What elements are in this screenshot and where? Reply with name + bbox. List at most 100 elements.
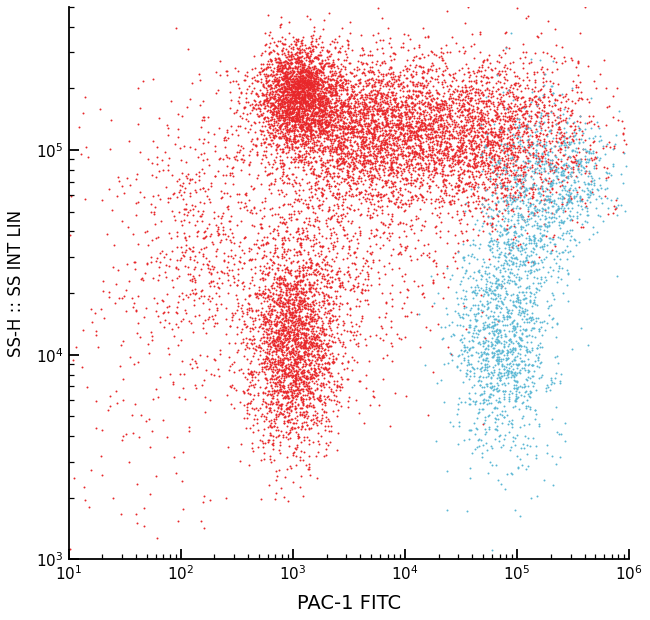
Point [457, 122, 467, 131]
Point [283, 363, 293, 373]
Point [282, 403, 293, 413]
Point [455, 86, 465, 96]
Point [589, 154, 599, 164]
Point [469, 252, 480, 262]
Point [334, 81, 345, 91]
Point [373, 75, 384, 85]
Point [244, 146, 255, 156]
Point [327, 277, 337, 287]
Point [556, 176, 567, 186]
Point [484, 77, 495, 87]
Point [296, 193, 306, 203]
Point [483, 211, 493, 221]
Point [279, 319, 289, 329]
Point [347, 126, 358, 136]
Point [541, 231, 551, 241]
Point [279, 118, 289, 128]
Point [266, 418, 276, 428]
Point [339, 46, 350, 56]
Point [568, 136, 578, 146]
Point [303, 65, 313, 75]
Point [272, 299, 283, 309]
Point [322, 277, 332, 286]
Point [305, 82, 315, 92]
Point [296, 319, 307, 329]
Point [504, 114, 514, 124]
Point [484, 149, 495, 159]
Point [263, 93, 273, 103]
Point [413, 134, 423, 144]
Point [342, 202, 352, 212]
Point [506, 308, 516, 317]
Point [545, 248, 555, 258]
Point [322, 365, 333, 374]
Point [272, 311, 282, 321]
Point [246, 370, 257, 380]
Point [426, 271, 436, 281]
Point [333, 211, 343, 221]
Point [289, 329, 299, 339]
Point [243, 298, 254, 308]
Point [354, 170, 365, 180]
Point [480, 278, 491, 288]
Point [412, 91, 423, 101]
Point [318, 407, 329, 417]
Point [332, 154, 342, 164]
Point [302, 231, 312, 241]
Point [359, 155, 370, 165]
Point [473, 88, 483, 98]
Point [276, 126, 286, 136]
Point [222, 262, 233, 272]
Point [252, 305, 263, 315]
Point [348, 103, 358, 113]
Point [216, 213, 226, 223]
Point [307, 148, 318, 157]
Point [302, 75, 312, 85]
Point [553, 104, 564, 113]
Point [503, 85, 514, 95]
Point [513, 348, 523, 358]
Point [314, 117, 324, 126]
Point [260, 281, 270, 291]
Point [266, 457, 276, 467]
Point [324, 298, 334, 308]
Point [285, 285, 296, 295]
Point [281, 353, 292, 363]
Point [539, 166, 549, 176]
Point [416, 115, 426, 125]
Point [526, 331, 537, 341]
Point [452, 181, 462, 191]
Point [322, 392, 332, 402]
Point [280, 311, 291, 321]
Point [340, 112, 350, 122]
Point [390, 91, 400, 100]
Point [286, 92, 296, 102]
Point [304, 71, 314, 81]
Point [396, 123, 407, 133]
Point [239, 234, 250, 244]
Point [300, 72, 311, 82]
Point [349, 117, 359, 126]
Point [283, 92, 293, 102]
Point [513, 169, 523, 179]
Point [515, 135, 525, 145]
Point [296, 76, 306, 86]
Point [352, 283, 362, 293]
Point [321, 103, 332, 113]
Point [437, 134, 447, 144]
Point [358, 84, 368, 94]
Point [458, 255, 469, 265]
Point [512, 430, 522, 440]
Point [379, 95, 389, 105]
Point [330, 192, 340, 202]
Point [500, 266, 510, 276]
Point [262, 329, 272, 339]
Point [248, 427, 258, 436]
Point [298, 378, 308, 388]
Point [285, 312, 296, 322]
Point [436, 322, 446, 332]
Point [387, 81, 397, 91]
Point [505, 131, 515, 141]
Point [564, 194, 574, 204]
Point [367, 112, 377, 122]
